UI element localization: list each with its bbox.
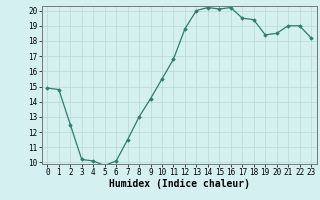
X-axis label: Humidex (Indice chaleur): Humidex (Indice chaleur) — [109, 179, 250, 189]
